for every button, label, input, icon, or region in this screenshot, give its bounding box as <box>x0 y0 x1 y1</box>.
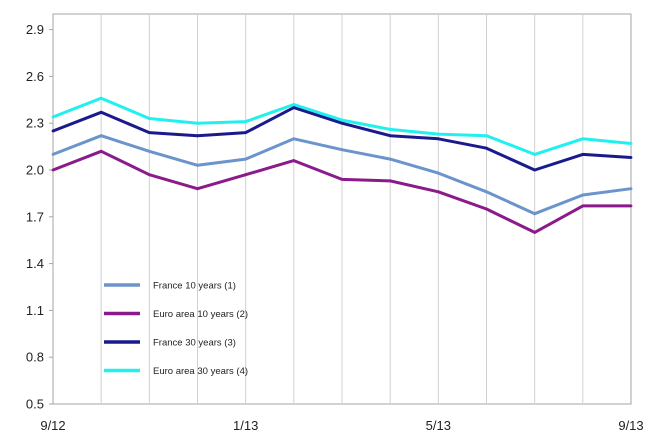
x-tick-label: 9/13 <box>618 418 643 433</box>
data-point <box>533 231 537 234</box>
data-point <box>51 153 55 156</box>
data-point <box>99 96 103 100</box>
data-point <box>99 134 103 138</box>
data-point <box>629 142 633 145</box>
data-point <box>388 157 392 161</box>
data-point <box>147 117 151 120</box>
data-point <box>147 173 151 177</box>
y-tick-label: 0.8 <box>26 350 44 365</box>
data-point <box>581 153 585 156</box>
data-point <box>581 137 585 141</box>
data-point <box>629 204 633 208</box>
data-point <box>533 168 537 172</box>
data-point <box>340 118 344 122</box>
data-point <box>340 178 344 181</box>
data-point <box>581 204 585 208</box>
x-tick-label: 1/13 <box>233 418 258 433</box>
y-tick-label: 1.4 <box>26 256 44 271</box>
y-tick-label: 2.6 <box>26 69 44 84</box>
data-point <box>292 103 296 106</box>
y-tick-label: 0.5 <box>26 397 44 412</box>
data-point <box>292 159 296 163</box>
legend-label: Euro area 10 years (2) <box>153 309 248 320</box>
data-point <box>581 193 585 197</box>
x-tick-label: 5/13 <box>426 418 451 433</box>
data-point <box>340 148 344 152</box>
data-point <box>388 134 392 138</box>
data-point <box>196 187 199 191</box>
data-point <box>629 156 633 159</box>
data-point <box>244 173 248 177</box>
y-tick-label: 1.7 <box>26 209 44 224</box>
data-point <box>244 131 248 135</box>
data-point <box>147 149 151 153</box>
data-point <box>51 115 55 119</box>
data-point <box>388 179 392 183</box>
data-point <box>533 212 537 216</box>
y-tick-label: 1.1 <box>26 303 44 318</box>
data-point <box>340 121 344 125</box>
data-point <box>485 134 488 138</box>
data-point <box>485 207 488 211</box>
legend-label: Euro area 30 years (4) <box>153 366 248 377</box>
data-point <box>99 149 103 153</box>
data-point <box>196 163 199 167</box>
data-point <box>436 171 440 175</box>
data-point <box>436 190 440 194</box>
data-point <box>485 146 488 150</box>
data-point <box>196 121 199 125</box>
data-point <box>51 168 55 172</box>
data-point <box>196 134 199 138</box>
legend-label: France 30 years (3) <box>153 338 236 349</box>
y-tick-label: 2.3 <box>26 116 44 131</box>
data-point <box>51 129 55 133</box>
data-point <box>99 110 103 114</box>
data-point <box>436 137 440 141</box>
y-tick-label: 2.9 <box>26 22 44 37</box>
data-point <box>533 153 537 156</box>
x-tick-label: 9/12 <box>40 418 65 433</box>
y-tick-label: 2.0 <box>26 163 44 178</box>
data-point <box>292 137 296 141</box>
data-point <box>436 132 440 136</box>
data-point <box>629 187 633 191</box>
data-point <box>292 106 296 109</box>
data-point <box>388 127 392 131</box>
data-point <box>244 120 248 123</box>
legend-label: France 10 years (1) <box>153 281 236 292</box>
data-point <box>485 190 488 194</box>
data-point <box>244 157 248 161</box>
data-point <box>147 131 151 135</box>
